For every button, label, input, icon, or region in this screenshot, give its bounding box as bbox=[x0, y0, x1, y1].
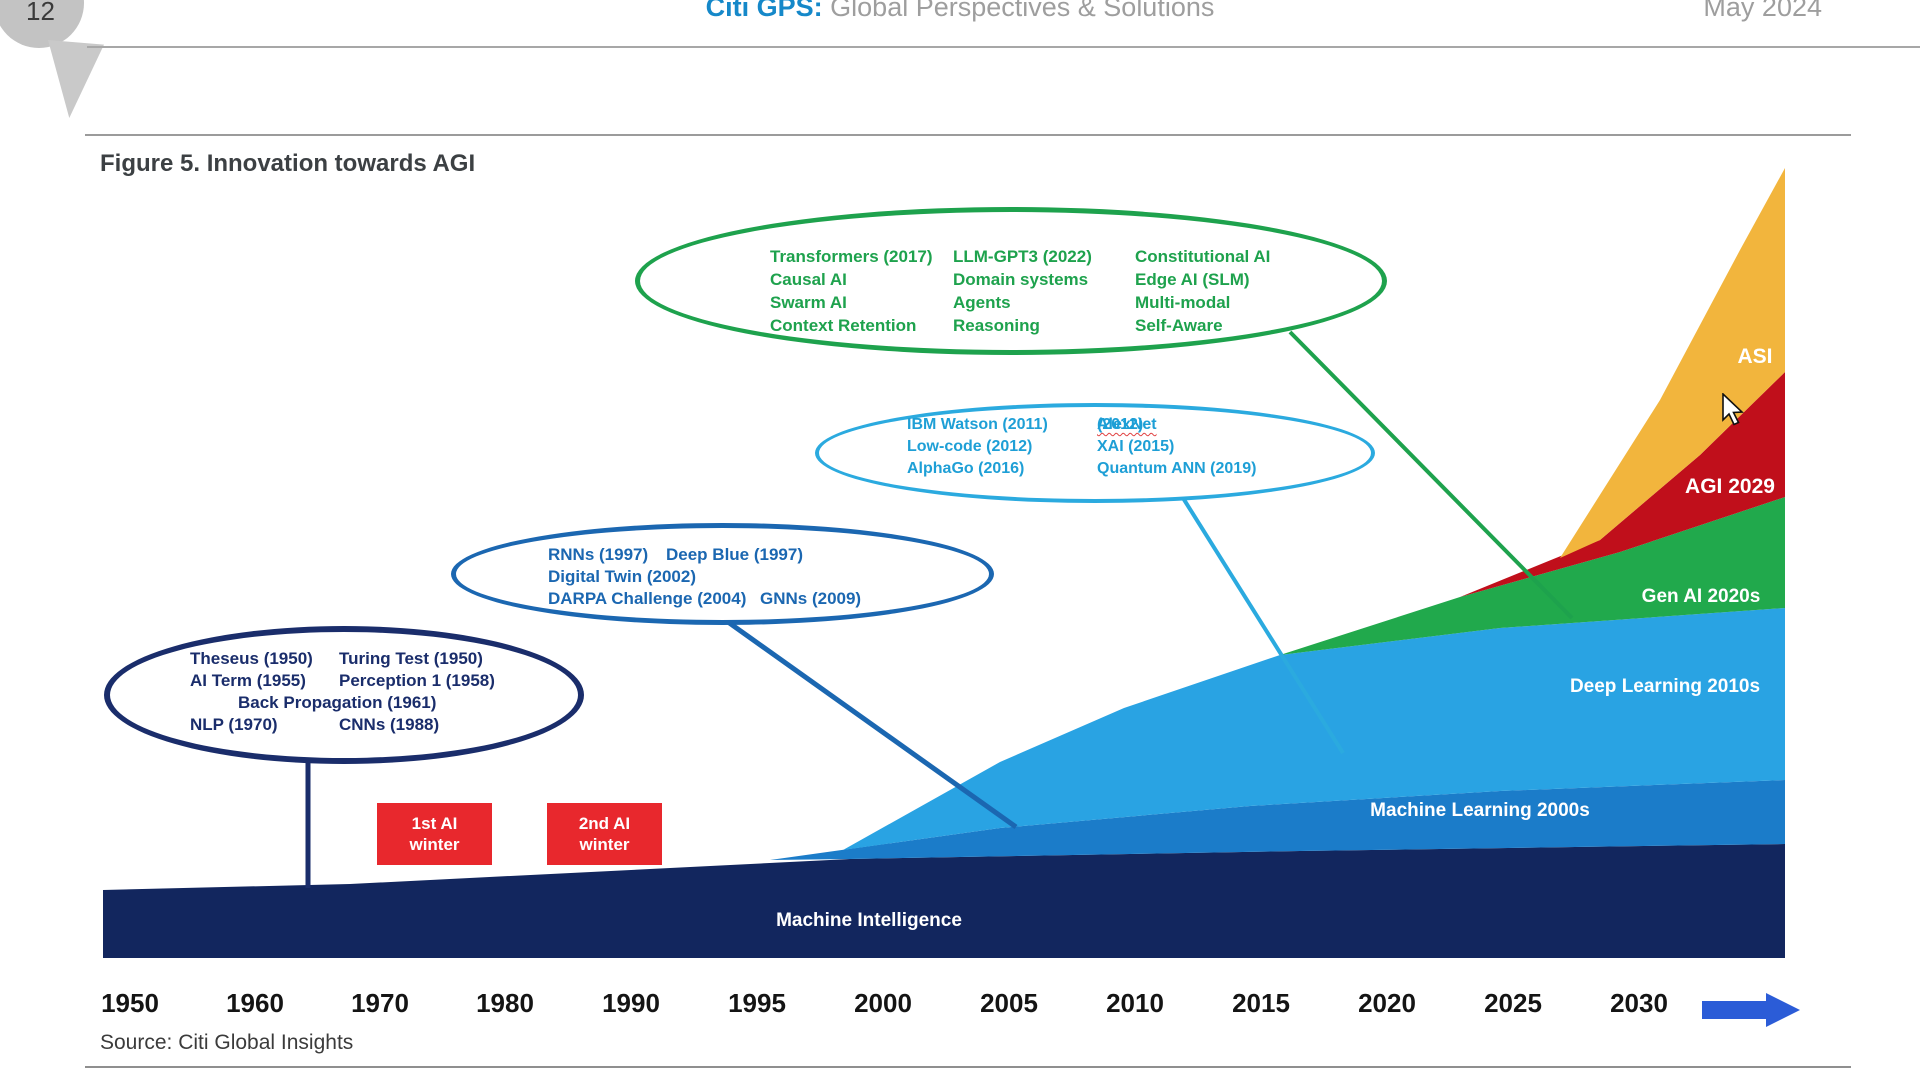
milestone-llm-gpt3: LLM-GPT3 (2022) bbox=[953, 247, 1092, 266]
bubble-foundations: Theseus (1950) Turing Test (1950) AI Ter… bbox=[104, 626, 584, 764]
axis-tick-2020: 2020 bbox=[1358, 988, 1416, 1018]
milestone-reasoning: Reasoning bbox=[953, 316, 1040, 335]
first-ai-winter-line2: winter bbox=[409, 835, 460, 854]
milestone-cnns: CNNs (1988) bbox=[339, 715, 440, 734]
second-ai-winter-box: 2nd AI winter bbox=[547, 803, 662, 865]
milestone-darpa: DARPA Challenge (2004) bbox=[548, 589, 747, 608]
label-asi: ASI bbox=[1737, 345, 1773, 368]
milestone-alexnet-word: AlexNet bbox=[1097, 416, 1157, 433]
milestone-rnns: RNNs (1997) bbox=[548, 545, 649, 564]
milestone-ai-term: AI Term (1955) bbox=[190, 671, 306, 690]
report-header: Citi GPS: Global Perspectives & Solution… bbox=[706, 0, 1215, 23]
page-number: 12 bbox=[26, 0, 55, 26]
milestone-multi-modal: Multi-modal bbox=[1135, 293, 1231, 312]
area-gen-ai bbox=[1280, 497, 1785, 655]
axis-tick-1960: 1960 bbox=[226, 988, 284, 1018]
axis-tick-1995: 1995 bbox=[728, 988, 786, 1018]
milestone-causal-ai: Causal AI bbox=[770, 270, 847, 289]
milestone-theseus: Theseus (1950) bbox=[190, 649, 313, 668]
axis-tick-1970: 1970 bbox=[351, 988, 409, 1018]
area-agi bbox=[1460, 372, 1785, 597]
axis-tick-1980: 1980 bbox=[476, 988, 534, 1018]
milestone-deep-blue: Deep Blue (1997) bbox=[666, 545, 803, 564]
axis-tick-1990: 1990 bbox=[602, 988, 660, 1018]
milestone-transformers: Transformers (2017) bbox=[770, 247, 933, 266]
area-asi bbox=[1560, 168, 1785, 558]
milestone-constitutional: Constitutional AI bbox=[1135, 247, 1271, 266]
milestone-self-aware: Self-Aware bbox=[1135, 316, 1223, 335]
milestone-perception: Perception 1 (1958) bbox=[339, 671, 495, 690]
brand-title: Citi GPS: bbox=[705, 0, 823, 22]
label-gen-ai: Gen AI 2020s bbox=[1641, 586, 1761, 607]
label-deep-learning: Deep Learning 2010s bbox=[1569, 676, 1761, 697]
source-note: Source: Citi Global Insights bbox=[100, 1031, 354, 1054]
milestone-alphago: AlphaGo (2016) bbox=[907, 460, 1025, 477]
milestone-backprop: Back Propagation (1961) bbox=[238, 693, 437, 712]
axis-tick-2025: 2025 bbox=[1484, 988, 1542, 1018]
milestone-context-retention: Context Retention bbox=[770, 316, 917, 335]
axis-tick-2000: 2000 bbox=[854, 988, 912, 1018]
label-agi: AGI 2029 bbox=[1685, 475, 1775, 498]
milestone-ibm-watson: IBM Watson (2011) bbox=[907, 416, 1048, 433]
milestone-swarm-ai: Swarm AI bbox=[770, 293, 847, 312]
milestone-quantum-ann: Quantum ANN (2019) bbox=[1097, 460, 1257, 477]
header-date: May 2024 bbox=[1703, 0, 1822, 22]
milestone-digital-twin: Digital Twin (2002) bbox=[548, 567, 696, 586]
header-rule bbox=[87, 46, 1920, 48]
area-machine-intelligence bbox=[103, 844, 1785, 958]
milestone-agents: Agents bbox=[953, 293, 1011, 312]
milestone-turing: Turing Test (1950) bbox=[339, 649, 483, 668]
axis-tick-2030: 2030 bbox=[1610, 988, 1668, 1018]
mouse-cursor-icon bbox=[1722, 393, 1744, 426]
axis-tick-2010: 2010 bbox=[1106, 988, 1164, 1018]
footer-rule bbox=[85, 1066, 1851, 1068]
first-ai-winter-box: 1st AI winter bbox=[377, 803, 492, 865]
milestone-domain-systems: Domain systems bbox=[953, 270, 1089, 289]
connector-gen-ai bbox=[1288, 330, 1574, 620]
second-ai-winter-line1: 2nd AI bbox=[578, 813, 631, 833]
bubble-ml-era: IBM Watson (2011) AlexNet (2012) Low-cod… bbox=[815, 403, 1375, 503]
second-ai-winter-line2: winter bbox=[579, 835, 630, 854]
axis-tick-2005: 2005 bbox=[980, 988, 1038, 1018]
milestone-nlp: NLP (1970) bbox=[190, 715, 278, 734]
figure-top-rule bbox=[85, 134, 1851, 136]
milestone-edge-ai: Edge AI (SLM) bbox=[1135, 270, 1250, 289]
label-machine-learning: Machine Learning 2000s bbox=[1370, 800, 1590, 821]
figure-title: Figure 5. Innovation towards AGI bbox=[100, 150, 476, 177]
timeline-arrow-icon bbox=[1702, 993, 1800, 1027]
label-machine-intelligence: Machine Intelligence bbox=[776, 910, 962, 931]
milestone-alexnet-year: (2012) bbox=[1097, 416, 1144, 433]
area-machine-learning bbox=[770, 780, 1785, 860]
milestone-gnns: GNNs (2009) bbox=[760, 589, 862, 608]
bubble-gen-ai-era: Transformers (2017) LLM-GPT3 (2022) Cons… bbox=[635, 207, 1387, 355]
area-deep-learning bbox=[843, 608, 1785, 850]
brand-tagline: Global Perspectives & Solutions bbox=[830, 0, 1215, 22]
connector-early bbox=[726, 619, 1018, 830]
axis-tick-1950: 1950 bbox=[101, 988, 159, 1018]
milestone-low-code: Low-code (2012) bbox=[907, 438, 1033, 455]
first-ai-winter-line1: 1st AI bbox=[411, 813, 458, 833]
axis-tick-2015: 2015 bbox=[1232, 988, 1290, 1018]
bubble-early-era: RNNs (1997) Deep Blue (1997) Digital Twi… bbox=[451, 523, 994, 625]
connector-ml-era bbox=[1181, 496, 1345, 755]
milestone-xai: XAI (2015) bbox=[1097, 438, 1175, 455]
